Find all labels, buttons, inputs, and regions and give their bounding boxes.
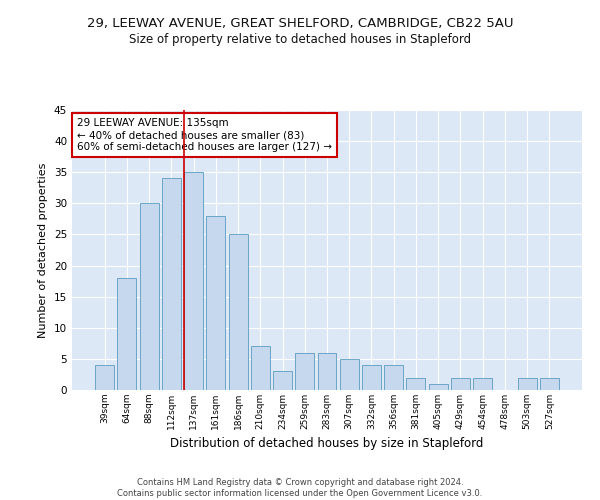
X-axis label: Distribution of detached houses by size in Stapleford: Distribution of detached houses by size … [170,438,484,450]
Bar [406,378,425,390]
Bar [540,378,559,390]
Bar [184,172,203,390]
Text: 29 LEEWAY AVENUE: 135sqm
← 40% of detached houses are smaller (83)
60% of semi-d: 29 LEEWAY AVENUE: 135sqm ← 40% of detach… [77,118,332,152]
Bar [162,178,181,390]
Bar [317,352,337,390]
Bar [95,365,114,390]
Bar [451,378,470,390]
Bar [273,372,292,390]
Bar [251,346,270,390]
Text: Contains HM Land Registry data © Crown copyright and database right 2024.
Contai: Contains HM Land Registry data © Crown c… [118,478,482,498]
Bar [118,278,136,390]
Bar [473,378,492,390]
Bar [384,365,403,390]
Text: Size of property relative to detached houses in Stapleford: Size of property relative to detached ho… [129,32,471,46]
Bar [295,352,314,390]
Bar [140,204,158,390]
Bar [229,234,248,390]
Bar [362,365,381,390]
Bar [206,216,225,390]
Y-axis label: Number of detached properties: Number of detached properties [38,162,49,338]
Bar [340,359,359,390]
Bar [429,384,448,390]
Text: 29, LEEWAY AVENUE, GREAT SHELFORD, CAMBRIDGE, CB22 5AU: 29, LEEWAY AVENUE, GREAT SHELFORD, CAMBR… [87,18,513,30]
Bar [518,378,536,390]
